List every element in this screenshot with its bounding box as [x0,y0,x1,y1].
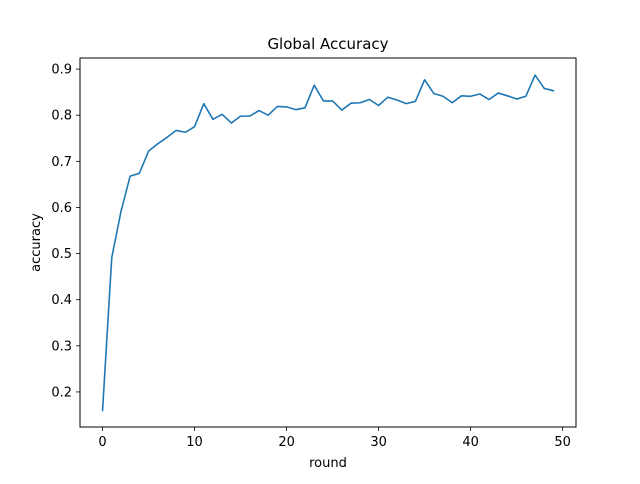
plot-area [80,58,576,427]
data-point [139,173,141,175]
data-point [120,211,122,213]
data-point [148,150,150,152]
data-point [497,92,499,94]
data-point [396,99,398,101]
data-point [304,107,306,109]
data-point [175,130,177,132]
data-point [212,119,214,121]
data-point [424,79,426,81]
data-point [129,175,131,177]
y-tick-label: 0.7 [51,155,72,170]
data-point [534,74,536,76]
data-point [470,95,472,97]
data-point [405,103,407,105]
data-point [258,110,260,112]
data-point [295,109,297,111]
data-point [194,126,196,128]
data-point [442,95,444,97]
plot-frame [79,57,577,428]
y-axis-label: accuracy [29,213,44,272]
data-point [203,103,205,105]
data-point [359,102,361,104]
x-tick-label: 40 [462,435,479,450]
y-tick-label: 0.4 [51,293,72,308]
data-point [231,122,233,124]
y-tick-label: 0.5 [51,247,72,262]
y-tick-label: 0.2 [51,385,72,400]
data-point [267,114,269,116]
data-point [350,102,352,104]
data-point [166,137,168,139]
data-point [461,95,463,97]
x-tick-label: 30 [370,435,387,450]
data-point [451,102,453,104]
data-point [249,115,251,117]
data-point [415,101,417,103]
data-point [507,95,509,97]
data-point [323,100,325,102]
x-tick-label: 0 [98,435,106,450]
data-point [543,88,545,90]
data-point [479,93,481,95]
y-tick-label: 0.8 [51,109,72,124]
data-point [332,100,334,102]
data-point [341,109,343,111]
data-point [313,84,315,86]
data-point [277,106,279,108]
chart-title: Global Accuracy [267,35,388,53]
ticks-layer: 0 10 20 30 40 50 0.2 0.3 0.4 0.5 0.6 0.7 0.8 0.9 [51,63,571,450]
y-tick-label: 0.9 [51,63,72,78]
data-point [516,98,518,100]
data-point [387,96,389,98]
data-layer [101,74,555,412]
data-point [525,95,527,97]
data-point [185,131,187,133]
data-point [240,115,242,117]
x-tick-label: 20 [278,435,295,450]
data-point [433,93,435,95]
series-line [101,74,555,412]
data-point [221,113,223,115]
data-point [369,99,371,101]
x-axis-label: round [309,456,347,471]
data-point [102,410,104,412]
data-point [286,106,288,108]
data-point [157,143,159,145]
data-point [488,99,490,101]
data-point [378,105,380,107]
y-tick-label: 0.3 [51,339,72,354]
y-tick-label: 0.6 [51,201,72,216]
x-tick-label: 10 [186,435,203,450]
x-tick-label: 50 [554,435,571,450]
data-point [553,90,555,92]
data-point [111,257,113,259]
